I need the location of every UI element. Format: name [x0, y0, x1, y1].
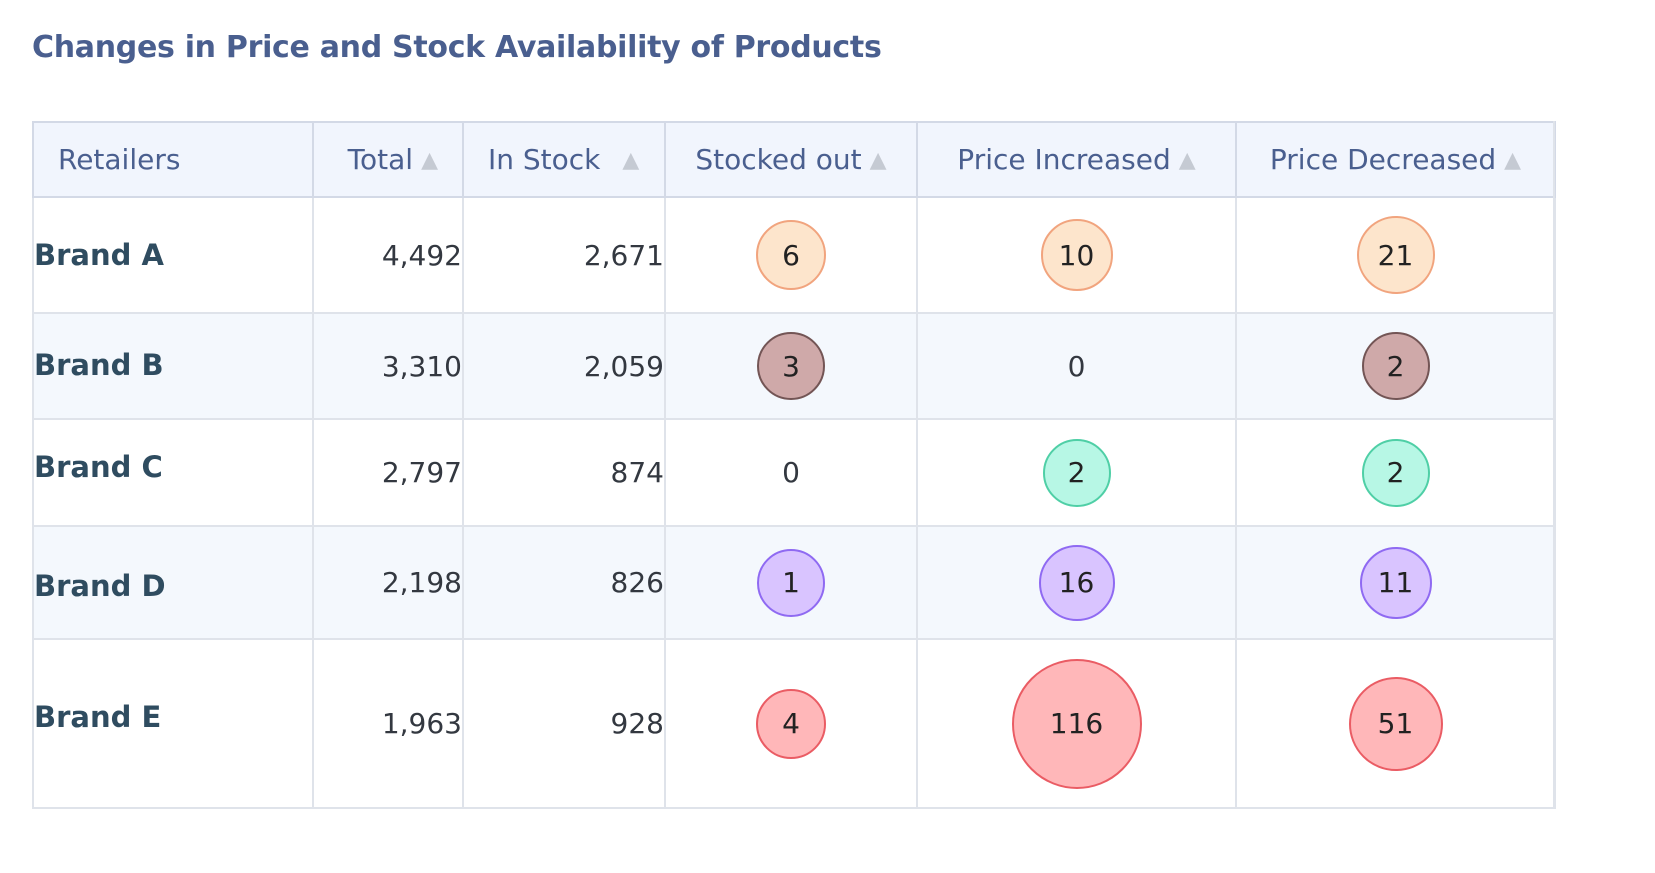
stocked-out-cell: 1 — [664, 526, 918, 640]
total-cell: 1,963 — [312, 639, 464, 809]
page-title: Changes in Price and Stock Availability … — [32, 30, 882, 65]
stocked-out-cell: 6 — [664, 197, 918, 314]
column-header-label: Stocked out — [695, 143, 862, 176]
price-increased-cell: 10 — [916, 197, 1237, 314]
value-bubble: 16 — [1038, 544, 1115, 621]
price-increased-cell: 16 — [916, 526, 1237, 640]
in-stock-cell: 2,671 — [462, 197, 666, 314]
stocked-out-cell: 0 — [664, 419, 918, 527]
sort-asc-icon[interactable]: ▲ — [869, 148, 887, 173]
value-bubble: 3 — [757, 332, 825, 400]
stocked-out-cell: 4 — [664, 639, 918, 809]
retailer-name: Brand D — [34, 569, 166, 603]
value-bubble: 2 — [1361, 438, 1430, 507]
total-cell: 2,797 — [312, 419, 464, 527]
retailer-table: Retailers Total ▲ In Stock ▲ Stocked out ▲ … — [32, 121, 1556, 809]
price-decreased-cell: 2 — [1235, 313, 1556, 420]
zero-value: 0 — [1067, 349, 1086, 383]
retailer-cell: Brand A — [32, 197, 314, 314]
table-row: Brand D 2,198 826 1 16 11 — [32, 526, 1556, 640]
price-decreased-cell: 51 — [1235, 639, 1556, 809]
column-header-in-stock[interactable]: In Stock ▲ — [462, 121, 666, 198]
column-header-retailers: Retailers — [32, 121, 314, 198]
column-header-price-decreased[interactable]: Price Decreased ▲ — [1235, 121, 1556, 198]
column-header-label: In Stock — [488, 143, 601, 176]
price-decreased-cell: 11 — [1235, 526, 1556, 640]
value-bubble: 116 — [1011, 658, 1142, 789]
price-decreased-cell: 21 — [1235, 197, 1556, 314]
table-row: Brand B 3,310 2,059 3 0 2 — [32, 313, 1556, 420]
column-header-price-increased[interactable]: Price Increased ▲ — [916, 121, 1237, 198]
table-row: Brand A 4,492 2,671 6 10 21 — [32, 197, 1556, 314]
price-decreased-cell: 2 — [1235, 419, 1556, 527]
in-stock-cell: 826 — [462, 526, 666, 640]
column-header-label: Retailers — [58, 143, 181, 176]
total-cell: 3,310 — [312, 313, 464, 420]
column-header-total[interactable]: Total ▲ — [312, 121, 464, 198]
total-cell: 2,198 — [312, 526, 464, 640]
sort-asc-icon[interactable]: ▲ — [421, 148, 438, 173]
price-increased-cell: 2 — [916, 419, 1237, 527]
sort-asc-icon[interactable]: ▲ — [622, 148, 640, 173]
value-bubble: 51 — [1348, 676, 1443, 771]
retailer-cell: Brand C — [32, 419, 314, 527]
retailer-name: Brand A — [34, 238, 164, 272]
value-bubble: 21 — [1356, 216, 1435, 294]
table-row: Brand E 1,963 928 4 116 51 — [32, 639, 1556, 809]
total-cell: 4,492 — [312, 197, 464, 314]
retailer-name: Brand B — [34, 348, 164, 382]
in-stock-cell: 874 — [462, 419, 666, 527]
retailer-cell: Brand B — [32, 313, 314, 420]
sort-asc-icon[interactable]: ▲ — [1504, 148, 1522, 173]
sort-asc-icon[interactable]: ▲ — [1178, 148, 1196, 173]
table-row: Brand C 2,797 874 0 2 2 — [32, 419, 1556, 527]
zero-value: 0 — [782, 456, 800, 489]
column-header-label: Total — [347, 143, 414, 176]
value-bubble: 4 — [756, 688, 826, 759]
column-header-label: Price Increased — [957, 143, 1171, 176]
retailer-cell: Brand E — [32, 639, 314, 809]
table-right-border — [1553, 121, 1555, 807]
price-increased-cell: 0 — [916, 313, 1237, 420]
table-header-row: Retailers Total ▲ In Stock ▲ Stocked out ▲ … — [32, 121, 1556, 198]
stocked-out-cell: 3 — [664, 313, 918, 420]
in-stock-cell: 2,059 — [462, 313, 666, 420]
retailer-cell: Brand D — [32, 526, 314, 640]
value-bubble: 6 — [756, 220, 826, 290]
retailer-name: Brand C — [34, 450, 163, 484]
value-bubble: 11 — [1359, 546, 1432, 619]
value-bubble: 10 — [1040, 219, 1113, 291]
value-bubble: 2 — [1042, 438, 1111, 507]
retailer-name: Brand E — [34, 700, 162, 734]
column-header-label: Price Decreased — [1269, 143, 1497, 176]
column-header-stocked-out[interactable]: Stocked out ▲ — [664, 121, 918, 198]
price-increased-cell: 116 — [916, 639, 1237, 809]
value-bubble: 1 — [757, 548, 825, 617]
value-bubble: 2 — [1361, 332, 1430, 400]
in-stock-cell: 928 — [462, 639, 666, 809]
